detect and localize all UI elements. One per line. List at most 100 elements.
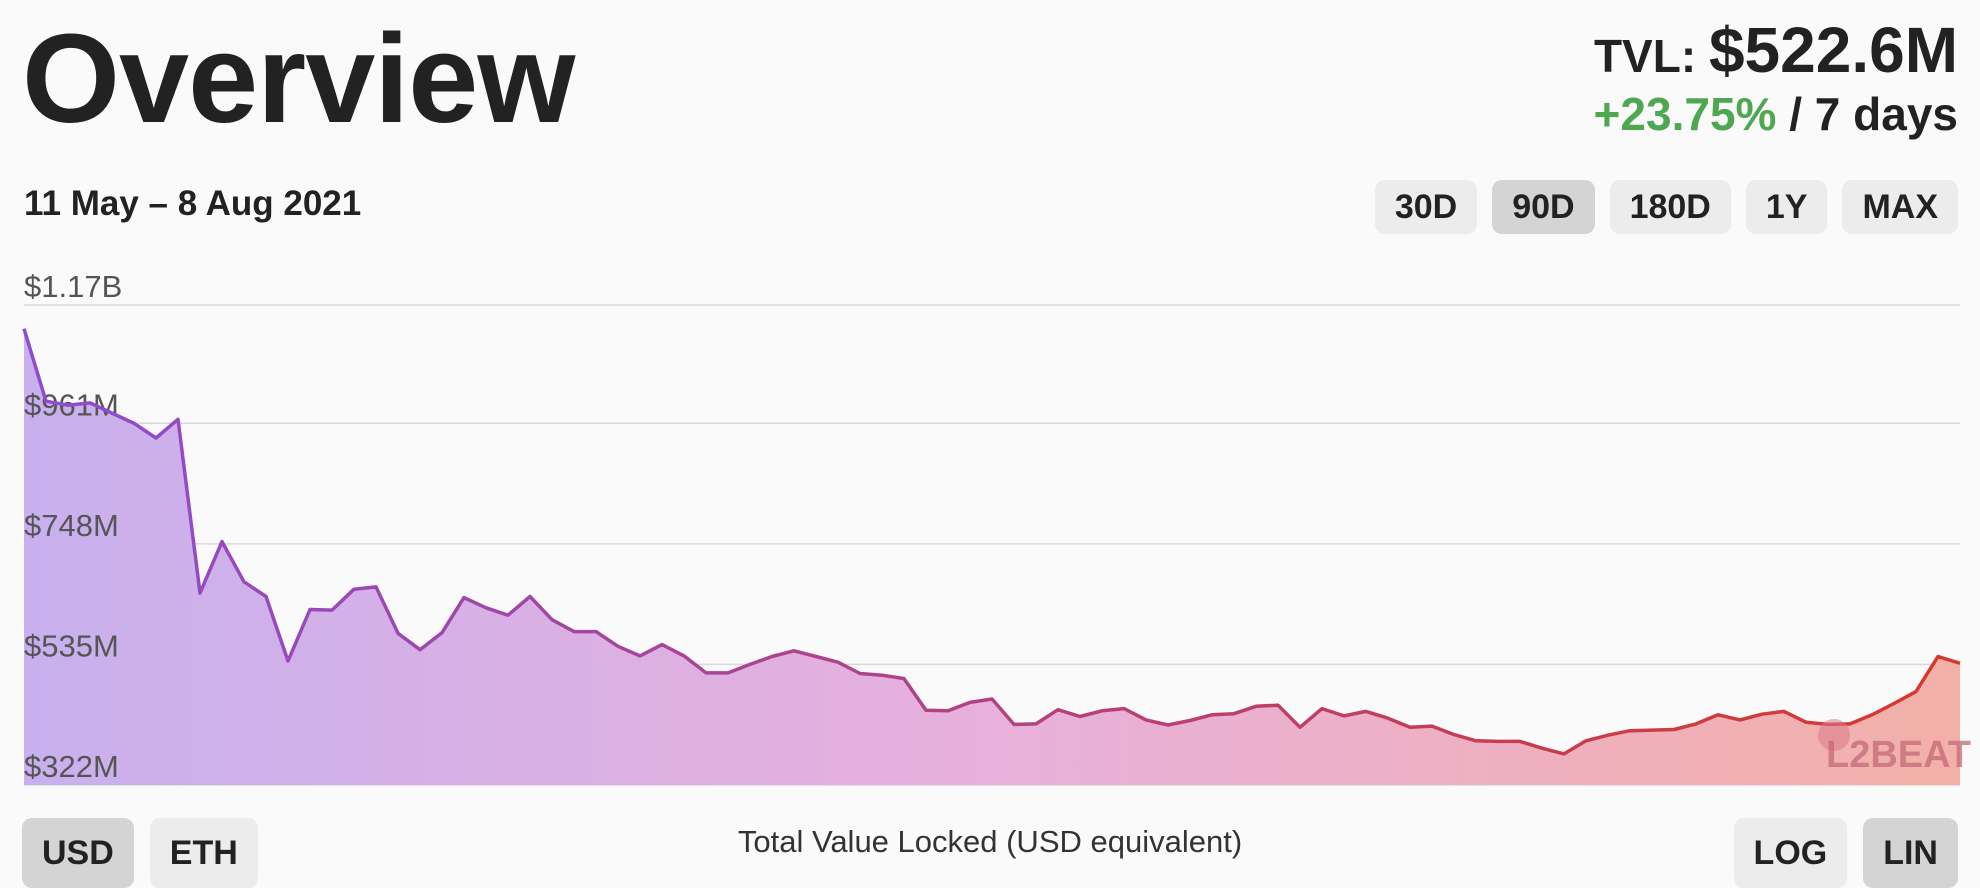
data-point [1364, 709, 1368, 713]
data-point [1848, 722, 1852, 726]
data-point [220, 540, 224, 544]
data-point [1584, 739, 1588, 743]
l2beat-watermark: L2BEAT [1818, 719, 1971, 776]
scale-button-lin[interactable]: LIN [1863, 818, 1958, 888]
data-point [858, 672, 862, 676]
data-point [1254, 704, 1258, 708]
data-point [154, 436, 158, 440]
data-point [1012, 722, 1016, 726]
data-point [1496, 739, 1500, 743]
watermark-text: L2BEAT [1826, 734, 1971, 776]
scale-selector: LOG LIN [1733, 818, 1958, 888]
y-tick-label: $1.17B [24, 269, 122, 304]
tvl-change-percent: +23.75% [1593, 87, 1777, 140]
range-button-1y[interactable]: 1Y [1745, 180, 1828, 234]
data-point [1782, 709, 1786, 713]
data-point [616, 644, 620, 648]
data-point [1628, 729, 1632, 733]
data-point [374, 585, 378, 589]
data-point [1056, 708, 1060, 712]
data-point [44, 399, 48, 403]
chart-caption: Total Value Locked (USD equivalent) [737, 824, 1243, 859]
data-point [572, 630, 576, 634]
data-point [88, 401, 92, 405]
data-point [484, 606, 488, 610]
data-point [1892, 702, 1896, 706]
data-point [924, 708, 928, 712]
tvl-label: TVL: [1593, 30, 1697, 82]
data-point [1430, 724, 1434, 728]
data-point [1298, 725, 1302, 729]
data-point [1958, 661, 1962, 665]
scale-button-log[interactable]: LOG [1733, 818, 1848, 888]
data-point [990, 697, 994, 701]
data-point [1474, 739, 1478, 743]
range-button-90d[interactable]: 90D [1492, 180, 1595, 234]
data-point [506, 613, 510, 617]
y-tick-label: $748M [24, 508, 119, 543]
data-point [308, 608, 312, 612]
data-point [1232, 712, 1236, 716]
data-point [682, 654, 686, 658]
range-button-30d[interactable]: 30D [1374, 180, 1478, 234]
range-button-max[interactable]: MAX [1842, 180, 1958, 234]
data-point [1276, 703, 1280, 707]
data-point [132, 421, 136, 425]
data-point [748, 662, 752, 666]
tvl-change-period: / 7 days [1789, 87, 1958, 140]
data-point [792, 649, 796, 653]
data-point [462, 596, 466, 600]
range-button-180d[interactable]: 180D [1609, 180, 1731, 234]
data-point [1738, 718, 1742, 722]
tvl-series-line [22, 328, 1961, 756]
data-point [1562, 752, 1566, 756]
data-point [946, 709, 950, 713]
data-point [1188, 719, 1192, 723]
data-point [1122, 707, 1126, 711]
data-point [110, 411, 114, 415]
data-point [770, 655, 774, 659]
data-point [264, 595, 268, 599]
data-point [22, 327, 26, 331]
heart-icon [1818, 719, 1850, 751]
y-tick-label: $535M [24, 628, 119, 663]
data-point [836, 660, 840, 664]
data-point [726, 671, 730, 675]
tvl-summary: TVL: $522.6M +23.75% / 7 days [1594, 12, 1958, 139]
data-point [528, 595, 532, 599]
tvl-change-line: +23.75% / 7 days [1593, 87, 1958, 140]
date-range: 11 May – 8 Aug 2021 [24, 184, 362, 223]
y-tick-label: $322M [24, 749, 119, 784]
data-point [968, 700, 972, 704]
data-point [1166, 723, 1170, 727]
data-point [880, 673, 884, 677]
data-point [1144, 718, 1148, 722]
data-point [1716, 713, 1720, 717]
data-point [1804, 720, 1808, 724]
data-point [1100, 709, 1104, 713]
tvl-line: TVL: $522.6M [1594, 12, 1958, 89]
data-point [1078, 715, 1082, 719]
data-point [660, 643, 664, 647]
data-point [1760, 712, 1764, 716]
data-point [440, 631, 444, 635]
page-title: Overview [22, 8, 575, 149]
range-selector: 30D 90D 180D 1Y MAX [1374, 180, 1958, 234]
data-point [1210, 713, 1214, 717]
data-point [198, 591, 202, 595]
data-point [1342, 714, 1346, 718]
data-point [814, 655, 818, 659]
data-point [1672, 728, 1676, 732]
tvl-area-fill [24, 328, 1960, 785]
data-point [1540, 746, 1544, 750]
data-point [1034, 722, 1038, 726]
data-point [1320, 707, 1324, 711]
data-point [638, 654, 642, 658]
data-point [1694, 722, 1698, 726]
data-point [242, 580, 246, 584]
data-point [902, 677, 906, 681]
data-point [1914, 690, 1918, 694]
data-point [286, 659, 290, 663]
data-point [1408, 725, 1412, 729]
data-point [1870, 713, 1874, 717]
